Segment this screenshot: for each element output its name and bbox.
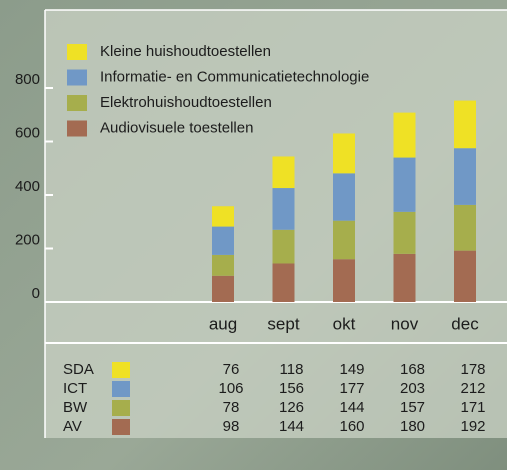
table-value: 144 xyxy=(339,399,364,416)
table-value: 78 xyxy=(223,399,240,416)
x-tick-label: aug xyxy=(209,314,237,333)
bar-segment xyxy=(393,157,416,212)
bar-segment xyxy=(272,156,295,189)
table-value: 118 xyxy=(280,361,304,378)
bar-segment xyxy=(212,226,234,255)
table-swatch xyxy=(112,362,130,378)
legend-swatch xyxy=(67,95,87,111)
table-value: 156 xyxy=(279,380,304,397)
bar-segment xyxy=(272,188,295,230)
legend-label: Informatie- en Communicatietechnologie xyxy=(100,68,369,85)
table-value: 192 xyxy=(460,418,485,435)
table-value: 180 xyxy=(400,418,425,435)
table-value: 76 xyxy=(223,361,240,378)
bar-segment xyxy=(333,133,355,174)
bar-segment xyxy=(454,148,476,205)
legend-label: Audiovisuele toestellen xyxy=(100,119,253,136)
table-value: 98 xyxy=(223,418,240,435)
table-row-label: SDA xyxy=(63,361,94,378)
bar-segment xyxy=(212,254,234,276)
x-tick-label: dec xyxy=(451,314,479,333)
x-tick-label: nov xyxy=(391,314,419,333)
table-value: 160 xyxy=(339,418,364,435)
bar-segment xyxy=(212,206,234,227)
table-value: 203 xyxy=(400,380,425,397)
y-tick-label: 0 xyxy=(32,285,40,302)
table-row-label: BW xyxy=(63,399,88,416)
table-value: 157 xyxy=(400,399,425,416)
table-value: 106 xyxy=(218,380,243,397)
table-value: 212 xyxy=(460,380,485,397)
bar-segment xyxy=(393,112,416,158)
table-value: 149 xyxy=(339,361,364,378)
y-tick-label: 200 xyxy=(15,231,40,248)
table-value: 177 xyxy=(339,380,364,397)
legend-label: Elektrohuishoudtoestellen xyxy=(100,94,272,111)
legend-swatch xyxy=(67,69,87,86)
legend-swatch xyxy=(67,44,87,60)
bar-segment xyxy=(454,250,476,302)
bar-segment xyxy=(333,220,355,260)
x-tick-label: okt xyxy=(333,314,356,333)
bar-segment xyxy=(333,173,355,221)
table-value: 171 xyxy=(460,399,485,416)
bar-segment xyxy=(272,263,295,302)
bar-segment xyxy=(333,259,355,302)
bar-segment xyxy=(454,204,476,251)
table-value: 144 xyxy=(279,418,304,435)
table-value: 168 xyxy=(400,361,425,378)
table-swatch xyxy=(112,381,130,397)
bar-segment xyxy=(212,275,234,302)
y-tick-label: 400 xyxy=(15,178,40,195)
bar-segment xyxy=(393,211,416,254)
y-tick-label: 600 xyxy=(15,124,40,141)
legend-label: Kleine huishoudtoestellen xyxy=(100,43,271,60)
y-tick-label: 800 xyxy=(15,71,40,88)
table-row-label: ICT xyxy=(63,380,87,397)
table-swatch xyxy=(112,419,130,435)
table-swatch xyxy=(112,400,130,416)
bar-segment xyxy=(454,100,476,149)
x-tick-label: sept xyxy=(267,314,299,333)
bar-segment xyxy=(393,253,416,302)
table-row-label: AV xyxy=(63,418,82,435)
table-value: 126 xyxy=(279,399,304,416)
legend-swatch xyxy=(67,120,87,137)
table-value: 178 xyxy=(460,361,485,378)
bar-segment xyxy=(272,229,295,264)
